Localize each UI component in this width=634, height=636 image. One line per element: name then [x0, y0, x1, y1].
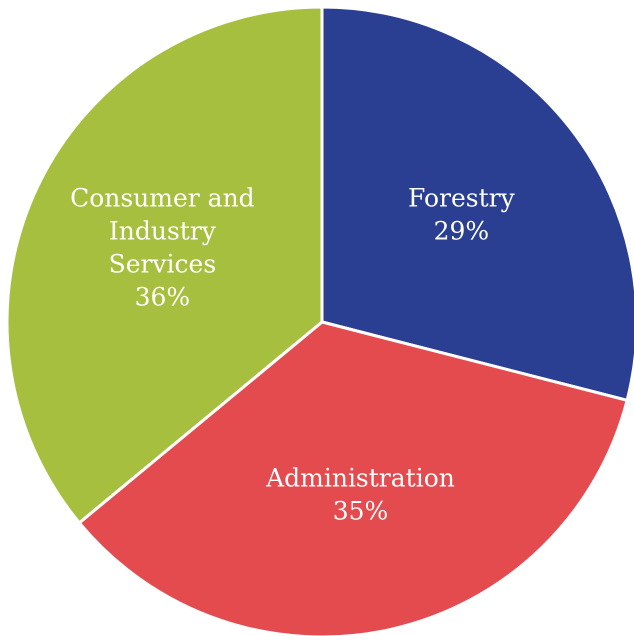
- slice-name-label: Consumer and: [70, 183, 255, 212]
- pie-slice-label: Administration 35%: [265, 464, 455, 526]
- pie-labels: Forestry 29% Administration 35% Consumer and…: [70, 183, 516, 525]
- pie-slices: [5, 5, 634, 636]
- slice-name-label: Forestry: [408, 183, 516, 212]
- slice-name-label: Administration: [265, 464, 455, 493]
- pie-slice-administration: [77, 320, 629, 636]
- slice-name-label: Industry: [109, 216, 217, 245]
- slice-percent-label: 36%: [135, 282, 191, 311]
- pie-slice-label: Forestry 29%: [408, 183, 516, 245]
- pie-slice-label: Consumer and Industry Services 36%: [70, 183, 255, 311]
- slice-name-label: Services: [109, 249, 217, 278]
- slice-percent-label: 35%: [333, 497, 389, 526]
- pie-slice-consumer-and-industry-services: [5, 5, 324, 525]
- slice-percent-label: 29%: [434, 216, 490, 245]
- pie-slice-forestry: [320, 5, 634, 402]
